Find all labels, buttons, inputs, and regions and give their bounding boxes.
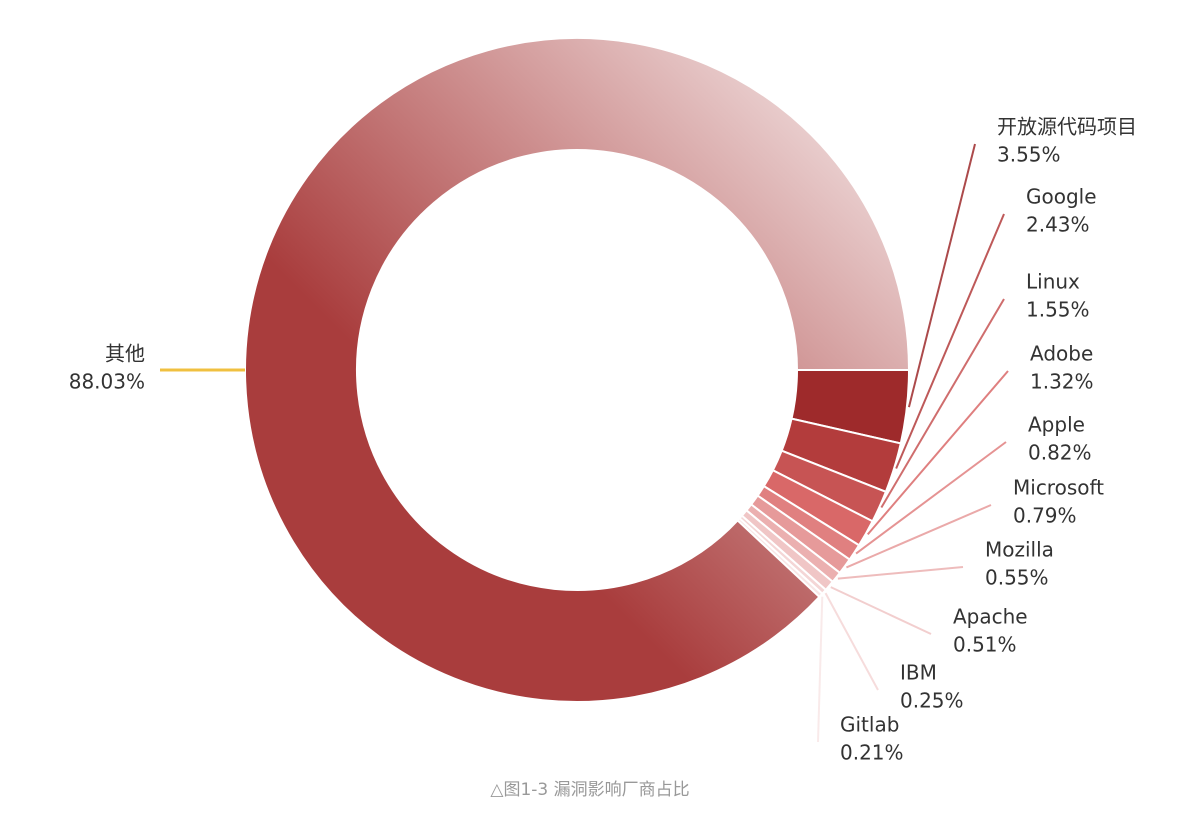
- slice-value: 0.51%: [953, 633, 1017, 657]
- leader-line: [837, 566, 964, 580]
- slice-label: Linux: [1026, 270, 1080, 294]
- leader-line: [830, 586, 932, 635]
- slice-value: 0.79%: [1013, 504, 1077, 528]
- slice-label: Adobe: [1030, 342, 1093, 366]
- slice-value: 0.82%: [1028, 441, 1092, 465]
- slice-value: 88.03%: [69, 370, 145, 394]
- slice-value: 0.21%: [840, 741, 904, 765]
- slice-value: 1.32%: [1030, 370, 1094, 394]
- slice-value: 1.55%: [1026, 298, 1090, 322]
- leader-line: [866, 370, 1009, 536]
- leader-line: [817, 596, 824, 743]
- leader-line: [855, 441, 1007, 555]
- slice-value: 0.55%: [985, 566, 1049, 590]
- slice-shade: [244, 37, 910, 703]
- leader-line: [824, 592, 879, 691]
- slice-value: 2.43%: [1026, 213, 1090, 237]
- slice-label: Apple: [1028, 413, 1085, 437]
- slice-label: 开放源代码项目: [997, 115, 1137, 139]
- caption: △图1-3 漏洞影响厂商占比: [490, 780, 689, 800]
- leader-line: [880, 298, 1005, 509]
- leader-line: [907, 143, 976, 408]
- slice-label: 其他: [105, 342, 145, 366]
- slice-label: Microsoft: [1013, 476, 1104, 500]
- slice-label: Google: [1026, 185, 1097, 209]
- slice-label: Mozilla: [985, 538, 1054, 562]
- slice-label: Apache: [953, 605, 1028, 629]
- slice-label: IBM: [900, 661, 937, 685]
- slice-value: 0.25%: [900, 689, 964, 713]
- slice-label: Gitlab: [840, 713, 899, 737]
- slice-value: 3.55%: [997, 143, 1061, 167]
- leader-line: [895, 213, 1005, 469]
- leader-line: [846, 504, 992, 569]
